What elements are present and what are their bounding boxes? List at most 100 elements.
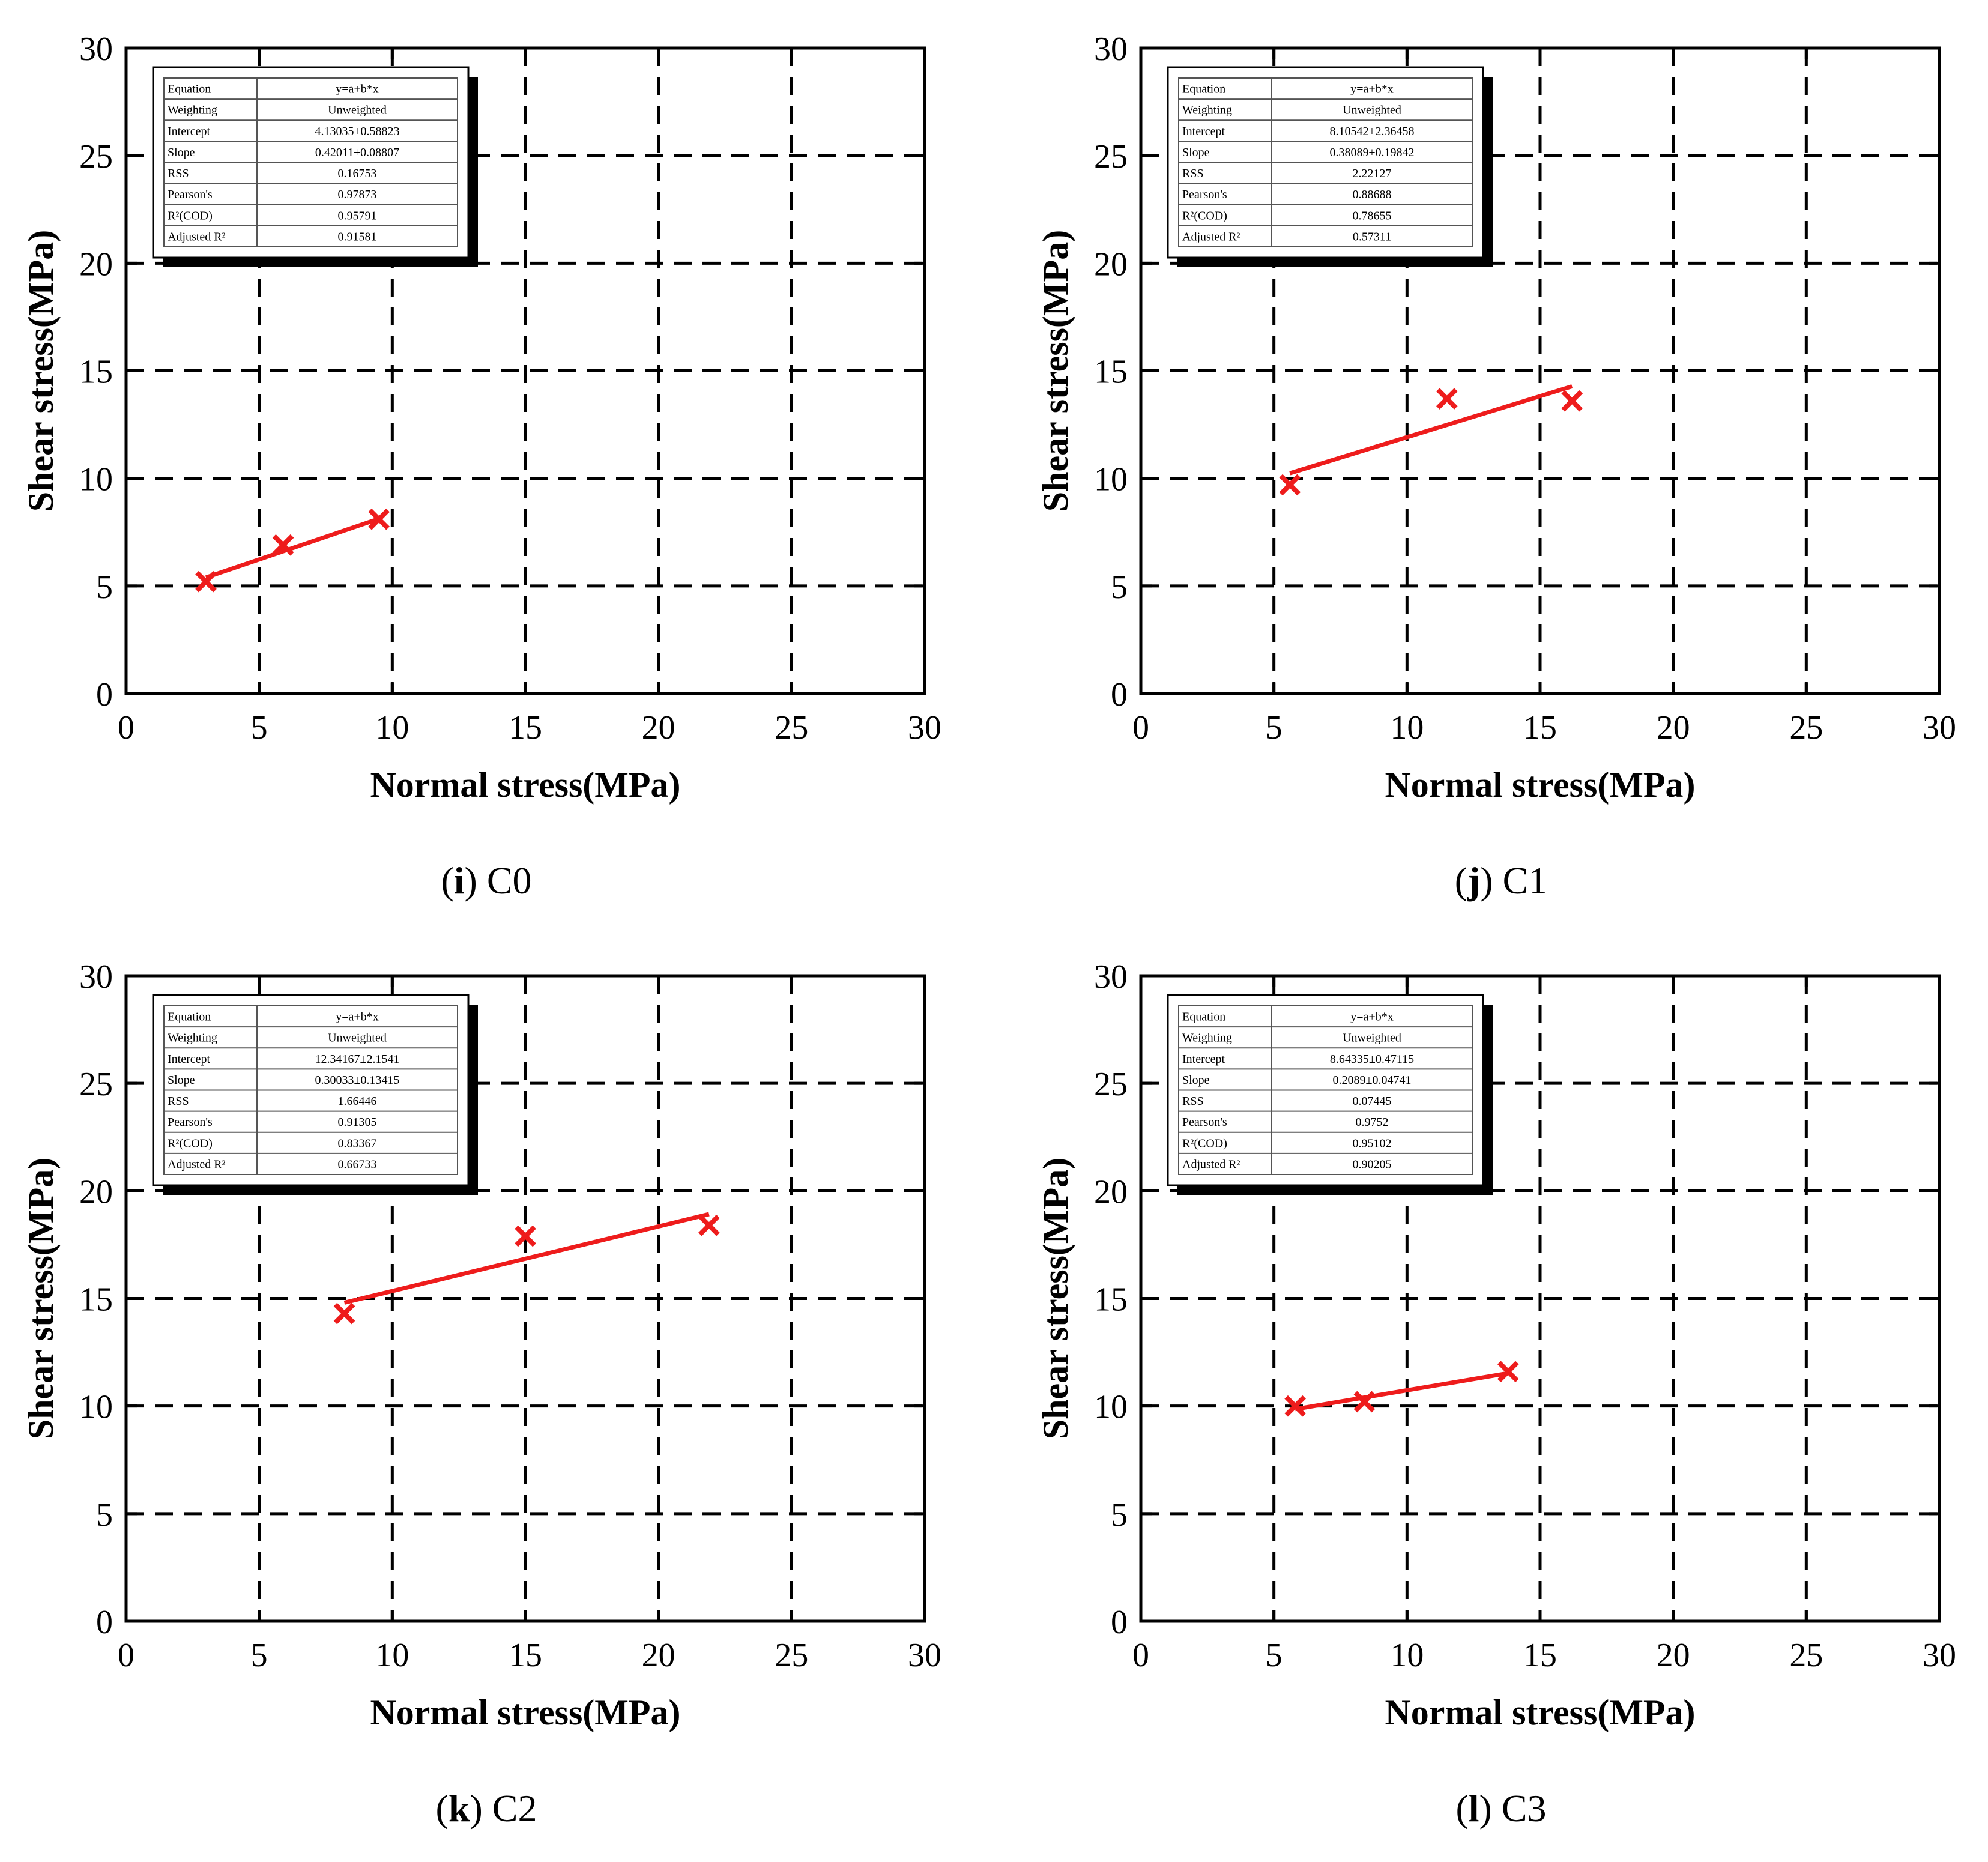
stats-table-key: Adjusted R² (1182, 230, 1240, 243)
stats-table-value: 0.16753 (338, 167, 377, 180)
stats-table-key: Intercept (168, 125, 211, 138)
stats-table-key: Equation (1182, 1011, 1225, 1024)
x-tick-label: 10 (375, 1637, 409, 1674)
y-tick-label: 0 (1111, 1604, 1128, 1641)
x-axis-label: Normal stress(MPa) (370, 765, 680, 805)
stats-table-value: 0.42011±0.08807 (315, 146, 399, 159)
x-tick-label: 25 (775, 709, 808, 746)
data-point-stroke (1279, 474, 1301, 496)
data-point (1353, 1391, 1376, 1413)
data-point-stroke (1436, 388, 1458, 410)
y-tick-label: 0 (1111, 676, 1128, 713)
y-axis-label: Shear stress(MPa) (21, 1158, 61, 1439)
x-tick-label: 30 (908, 1637, 941, 1674)
data-point (1436, 388, 1458, 410)
y-tick-label: 5 (96, 569, 113, 606)
y-tick-label: 5 (96, 1496, 113, 1534)
stats-table-value: 0.30033±0.13415 (315, 1074, 400, 1087)
stats-table: Equation y=a+b*x Weighting Unweighted Interc… (152, 66, 478, 267)
x-axis-label: Normal stress(MPa) (1385, 765, 1695, 805)
stats-table: Equation y=a+b*x Weighting Unweighted Interc… (152, 994, 478, 1195)
x-tick-label: 25 (775, 1637, 808, 1674)
x-tick-label: 10 (375, 709, 409, 746)
y-tick-label: 25 (79, 1066, 113, 1103)
caption-letter: k (448, 1787, 470, 1830)
caption-panel-l: (l) C3 (1455, 1787, 1547, 1830)
y-tick-label: 30 (1094, 31, 1128, 68)
data-point-stroke (698, 1214, 720, 1236)
x-tick-label: 20 (642, 709, 675, 746)
stats-table-value: 0.91305 (338, 1116, 377, 1129)
stats-table-key: Equation (168, 1011, 211, 1024)
fit-line (205, 516, 380, 580)
x-tick-label: 15 (1523, 709, 1557, 746)
stats-table-value: Unweighted (1343, 1032, 1401, 1045)
x-tick-label: 5 (1266, 1637, 1283, 1674)
stats-table-key: Weighting (168, 1032, 217, 1045)
caption-letter: j (1467, 859, 1481, 902)
stats-table-key: RSS (1182, 1095, 1204, 1108)
stats-table-key: RSS (1182, 167, 1204, 180)
data-point-stroke (515, 1225, 536, 1247)
stats-table-value: 0.95791 (338, 209, 377, 222)
chart-panel-j: 0 5 10 15 20 25 30 0 5 10 15 20 25 30 Normal stress(MP… (1036, 31, 1956, 805)
data-point (1561, 390, 1583, 412)
stats-table-value: y=a+b*x (1350, 1011, 1393, 1024)
stats-table-value: 0.57311 (1353, 230, 1391, 243)
stats-table-value: 0.9752 (1356, 1116, 1389, 1129)
stats-table-value: y=a+b*x (1350, 83, 1393, 96)
caption-panel-k: (k) C2 (435, 1787, 537, 1830)
stats-table: Equation y=a+b*x Weighting Unweighted Interc… (1167, 66, 1493, 267)
y-tick-label: 5 (1111, 1496, 1128, 1534)
data-point-stroke (333, 1302, 355, 1325)
x-tick-label: 20 (1657, 709, 1690, 746)
y-tick-label: 30 (79, 958, 113, 996)
data-point-stroke (1561, 390, 1583, 412)
data-point-stroke (1284, 1395, 1306, 1417)
stats-table-key: R²(COD) (168, 1137, 213, 1150)
x-tick-label: 15 (509, 709, 542, 746)
x-tick-label: 30 (1923, 709, 1956, 746)
chart-panel-i: 0 5 10 15 20 25 30 0 5 10 15 20 25 30 Normal stress(MP… (21, 31, 941, 805)
stats-table-key: Pearson's (1182, 188, 1227, 201)
x-tick-label: 30 (908, 709, 941, 746)
stats-table-value: 1.66446 (338, 1095, 377, 1108)
y-tick-label: 15 (79, 1281, 113, 1319)
stats-table-key: R²(COD) (1182, 209, 1227, 222)
x-tick-label: 25 (1789, 709, 1823, 746)
stats-table-value: Unweighted (328, 1032, 387, 1045)
x-tick-label: 0 (1132, 709, 1149, 746)
x-tick-label: 15 (509, 1637, 542, 1674)
y-tick-label: 25 (1094, 138, 1128, 175)
y-tick-label: 10 (1094, 1389, 1128, 1426)
stats-table-value: Unweighted (328, 104, 387, 117)
stats-table-key: Intercept (1182, 1053, 1225, 1066)
caption-name: C1 (1502, 859, 1548, 902)
fit-line (1295, 1371, 1509, 1412)
stats-table-key: Weighting (1182, 1032, 1232, 1045)
x-axis-label: Normal stress(MPa) (1385, 1693, 1695, 1732)
caption-name: C3 (1501, 1787, 1547, 1830)
y-axis-label: Shear stress(MPa) (1036, 230, 1075, 512)
chart-panel-k: 0 5 10 15 20 25 30 0 5 10 15 20 25 30 Normal stress(MP… (21, 958, 941, 1732)
y-tick-label: 10 (1094, 461, 1128, 498)
x-tick-label: 25 (1789, 1637, 1823, 1674)
y-tick-label: 5 (1111, 569, 1128, 606)
y-tick-label: 0 (96, 676, 113, 713)
x-tick-label: 20 (642, 1637, 675, 1674)
stats-table-value: 0.78655 (1353, 209, 1392, 222)
x-tick-label: 15 (1523, 1637, 1557, 1674)
y-tick-label: 10 (79, 461, 113, 498)
data-point (515, 1225, 536, 1247)
stats-table-value: 2.22127 (1353, 167, 1392, 180)
stats-table-key: RSS (168, 1095, 189, 1108)
y-tick-label: 20 (1094, 1173, 1128, 1211)
stats-table-value: 0.95102 (1353, 1137, 1392, 1150)
stats-table-value: 0.38089±0.19842 (1330, 146, 1415, 159)
stats-table-value: 4.13035±0.58823 (315, 125, 400, 138)
y-tick-label: 0 (96, 1604, 113, 1641)
data-point-stroke (1353, 1391, 1376, 1413)
x-tick-label: 0 (118, 1637, 134, 1674)
data-point-stroke (1497, 1361, 1519, 1383)
